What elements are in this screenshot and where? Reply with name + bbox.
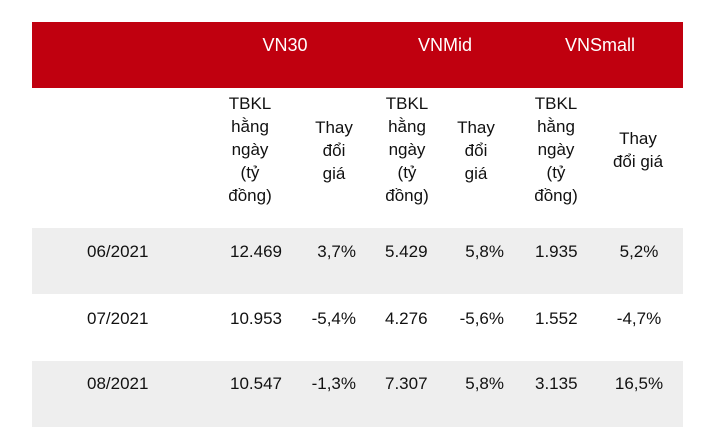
subheader-vn30-volume: TBKL hằng ngày (tỷ đồng): [228, 94, 272, 205]
subheader-vn30-change: Thay đổi giá: [315, 118, 353, 183]
subheader-vnsmall-change: Thay đổi giá: [612, 129, 664, 171]
table-row: 06/2021 12.469 3,7% 5.429 5,8% 1.935 5,2…: [32, 228, 683, 294]
cell-vn30-volume: 10.547: [230, 374, 282, 393]
cell-vn30-change: -5,4%: [311, 309, 356, 328]
cell-vnmid-change: -5,6%: [459, 309, 504, 328]
cell-vnsmall-change: -4,7%: [616, 309, 662, 328]
header-vnmid: VNMid: [417, 35, 472, 55]
header-vn30: VN30: [262, 35, 308, 55]
cell-vnmid-change: 5,8%: [465, 374, 504, 393]
header-vnsmall: VNSmall: [564, 35, 635, 55]
table-row: 08/2021 10.547 -1,3% 7.307 5,8% 3.135 16…: [32, 361, 683, 427]
cell-vnsmall-change: 16,5%: [614, 374, 664, 393]
subheader-vnsmall-volume: TBKL hằng ngày (tỷ đồng): [534, 94, 578, 205]
subheader-vnmid-change: Thay đổi giá: [457, 118, 495, 183]
cell-month: 07/2021: [87, 309, 149, 328]
cell-month: 08/2021: [87, 374, 149, 393]
cell-vnsmall-change: 5,2%: [619, 242, 659, 261]
cell-vnmid-volume: 7.307: [385, 374, 428, 393]
table-header-band: [32, 22, 683, 88]
cell-vnsmall-volume: 3.135: [535, 374, 578, 393]
cell-month: 06/2021: [87, 242, 149, 261]
cell-vn30-change: -1,3%: [311, 374, 356, 393]
cell-vnsmall-volume: 1.552: [535, 309, 578, 328]
cell-vn30-volume: 10.953: [230, 309, 282, 328]
table-row: 07/2021 10.953 -5,4% 4.276 -5,6% 1.552 -…: [32, 294, 683, 360]
cell-vnmid-volume: 5.429: [385, 242, 428, 261]
cell-vn30-volume: 12.469: [230, 242, 282, 261]
cell-vn30-change: 3,7%: [317, 242, 356, 261]
cell-vnmid-change: 5,8%: [465, 242, 504, 261]
subheader-vnmid-volume: TBKL hằng ngày (tỷ đồng): [385, 94, 429, 205]
cell-vnmid-volume: 4.276: [385, 309, 428, 328]
cell-vnsmall-volume: 1.935: [535, 242, 578, 261]
